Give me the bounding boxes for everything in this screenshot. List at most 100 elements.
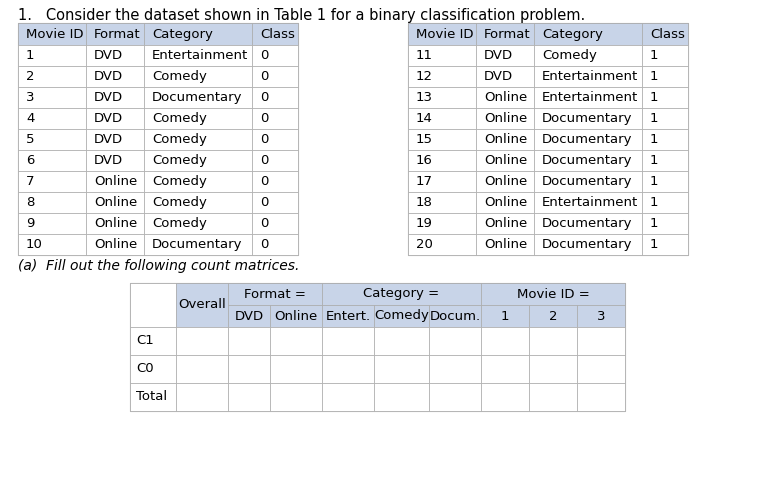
Bar	[408, 192, 476, 213]
Bar	[18, 23, 298, 255]
Bar	[476, 129, 534, 150]
Text: Comedy: Comedy	[542, 49, 597, 62]
Text: Online: Online	[484, 175, 527, 188]
Bar	[534, 171, 642, 192]
Bar	[252, 66, 298, 87]
Bar	[86, 171, 144, 192]
Bar	[144, 234, 252, 255]
Text: DVD: DVD	[484, 70, 513, 83]
Text: C1: C1	[136, 335, 154, 348]
Text: 1: 1	[650, 133, 659, 146]
Text: DVD: DVD	[94, 49, 123, 62]
Bar	[577, 305, 625, 327]
Text: 17: 17	[416, 175, 433, 188]
Text: DVD: DVD	[235, 309, 263, 323]
Text: Documentary: Documentary	[542, 154, 632, 167]
Text: 1: 1	[650, 70, 659, 83]
Text: 1: 1	[650, 238, 659, 251]
Bar	[534, 66, 642, 87]
Bar	[86, 45, 144, 66]
Bar	[408, 129, 476, 150]
Text: Online: Online	[484, 217, 527, 230]
Text: 0: 0	[260, 238, 269, 251]
Text: Comedy: Comedy	[152, 217, 207, 230]
Text: Category: Category	[152, 28, 213, 41]
Bar	[252, 45, 298, 66]
Text: Online: Online	[484, 91, 527, 104]
Bar	[408, 23, 688, 255]
Bar	[86, 150, 144, 171]
Text: 0: 0	[260, 196, 269, 209]
Bar	[408, 150, 476, 171]
Bar	[642, 150, 688, 171]
Text: 1.   Consider the dataset shown in Table 1 for a binary classification problem.: 1. Consider the dataset shown in Table 1…	[18, 8, 585, 23]
Bar	[270, 355, 322, 383]
Text: Online: Online	[484, 154, 527, 167]
Bar	[322, 305, 374, 327]
Bar	[176, 383, 228, 411]
Bar	[18, 23, 86, 45]
Bar	[642, 171, 688, 192]
Text: Movie ID =: Movie ID =	[516, 287, 589, 301]
Bar	[429, 327, 481, 355]
Bar	[252, 234, 298, 255]
Bar	[481, 327, 529, 355]
Bar	[86, 213, 144, 234]
Bar	[228, 327, 270, 355]
Bar	[408, 23, 476, 45]
Bar	[86, 129, 144, 150]
Text: 1: 1	[501, 309, 510, 323]
Text: Movie ID: Movie ID	[416, 28, 473, 41]
Text: Documentary: Documentary	[542, 217, 632, 230]
Bar	[577, 383, 625, 411]
Text: 8: 8	[26, 196, 35, 209]
Bar	[144, 23, 252, 45]
Text: Comedy: Comedy	[374, 309, 429, 323]
Bar	[176, 283, 228, 327]
Bar	[577, 327, 625, 355]
Bar	[86, 234, 144, 255]
Bar	[374, 305, 429, 327]
Bar	[529, 383, 577, 411]
Text: 1: 1	[650, 49, 659, 62]
Bar	[228, 283, 322, 305]
Text: Format =: Format =	[244, 287, 306, 301]
Text: Online: Online	[274, 309, 317, 323]
Bar	[534, 150, 642, 171]
Text: 2: 2	[26, 70, 35, 83]
Bar	[481, 355, 529, 383]
Bar	[130, 327, 176, 355]
Bar	[408, 108, 476, 129]
Text: Online: Online	[94, 217, 137, 230]
Text: 16: 16	[416, 154, 433, 167]
Bar	[534, 108, 642, 129]
Bar	[374, 383, 429, 411]
Text: Overall: Overall	[178, 298, 226, 312]
Bar	[176, 327, 228, 355]
Text: Format: Format	[94, 28, 141, 41]
Bar	[18, 87, 86, 108]
Bar	[86, 192, 144, 213]
Text: Documentary: Documentary	[542, 175, 632, 188]
Bar	[252, 108, 298, 129]
Text: 1: 1	[650, 91, 659, 104]
Bar	[228, 355, 270, 383]
Text: Comedy: Comedy	[152, 154, 207, 167]
Bar	[408, 45, 476, 66]
Text: Online: Online	[94, 238, 137, 251]
Text: 0: 0	[260, 133, 269, 146]
Bar	[18, 129, 86, 150]
Text: DVD: DVD	[94, 70, 123, 83]
Bar	[18, 192, 86, 213]
Bar	[429, 305, 481, 327]
Text: Online: Online	[484, 196, 527, 209]
Bar	[529, 305, 577, 327]
Bar	[18, 234, 86, 255]
Text: 10: 10	[26, 238, 43, 251]
Bar	[130, 355, 176, 383]
Bar	[144, 171, 252, 192]
Text: Documentary: Documentary	[542, 238, 632, 251]
Text: 12: 12	[416, 70, 433, 83]
Bar	[642, 192, 688, 213]
Text: Movie ID: Movie ID	[26, 28, 83, 41]
